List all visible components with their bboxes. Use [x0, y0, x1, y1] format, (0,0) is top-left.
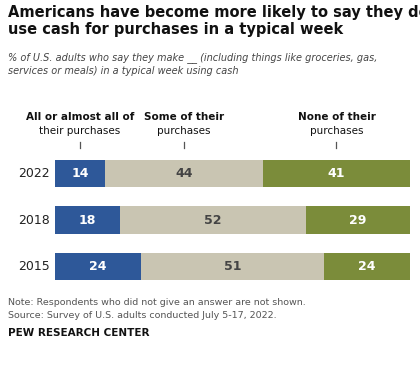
Bar — [105, 160, 263, 187]
Text: use cash for purchases in a typical week: use cash for purchases in a typical week — [8, 22, 343, 37]
Text: purchases: purchases — [158, 126, 211, 136]
Text: 29: 29 — [349, 214, 367, 227]
Text: Some of their: Some of their — [144, 112, 224, 122]
Text: All or almost all of: All or almost all of — [26, 112, 134, 122]
Bar — [263, 160, 410, 187]
Bar — [55, 253, 141, 280]
Text: 51: 51 — [224, 260, 241, 273]
Text: Note: Respondents who did not give an answer are not shown.: Note: Respondents who did not give an an… — [8, 298, 306, 307]
Text: 2022: 2022 — [18, 167, 50, 180]
Text: 2018: 2018 — [18, 214, 50, 227]
Bar — [55, 160, 105, 187]
Bar — [324, 253, 410, 280]
Text: 44: 44 — [175, 167, 193, 180]
Text: 24: 24 — [89, 260, 107, 273]
Text: None of their: None of their — [297, 112, 375, 122]
Text: 24: 24 — [358, 260, 376, 273]
Bar — [120, 207, 306, 234]
Text: 14: 14 — [71, 167, 89, 180]
Text: their purchases: their purchases — [39, 126, 121, 136]
Text: % of U.S. adults who say they make __ (including things like groceries, gas,
ser: % of U.S. adults who say they make __ (i… — [8, 52, 378, 76]
Text: 52: 52 — [204, 214, 221, 227]
Bar — [141, 253, 324, 280]
Text: 2015: 2015 — [18, 260, 50, 273]
Text: 18: 18 — [79, 214, 96, 227]
Text: Source: Survey of U.S. adults conducted July 5-17, 2022.: Source: Survey of U.S. adults conducted … — [8, 311, 277, 320]
Text: Americans have become more likely to say they don’t: Americans have become more likely to say… — [8, 5, 420, 20]
Text: PEW RESEARCH CENTER: PEW RESEARCH CENTER — [8, 328, 150, 338]
Bar — [55, 207, 120, 234]
Bar — [306, 207, 410, 234]
Text: purchases: purchases — [310, 126, 363, 136]
Text: 41: 41 — [328, 167, 345, 180]
